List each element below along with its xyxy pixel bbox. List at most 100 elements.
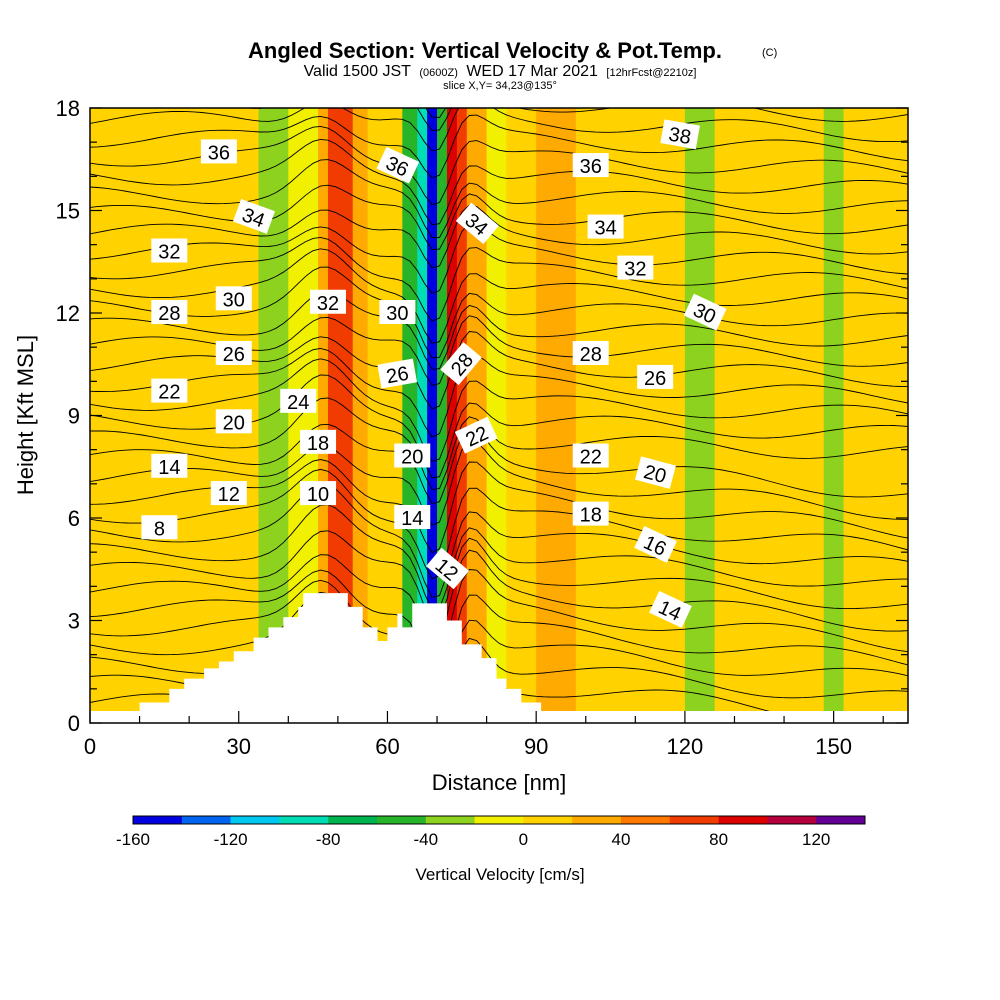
theta-label-text: 20	[401, 447, 423, 469]
theta-label: 28	[572, 341, 609, 366]
theta-label-background	[660, 119, 700, 150]
colorbar-swatch	[669, 816, 719, 824]
theta-label: 14	[394, 505, 431, 530]
chart-title: Angled Section: Vertical Velocity & Pot.…	[248, 38, 722, 63]
theta-contour-line	[90, 423, 908, 505]
colorbar-tick-label: 80	[709, 830, 728, 849]
theta-label-background	[394, 443, 431, 468]
theta-label: 28	[151, 300, 188, 325]
theta-contour-labels: 36 34 32 30 28 26 22 24 20 18 14 12 10 8 32 36 30 26 20 14 1…	[141, 119, 727, 628]
velocity-band	[456, 108, 468, 723]
terrain-mask	[90, 593, 908, 723]
colorbar-swatch	[474, 816, 524, 824]
velocity-band	[605, 108, 646, 723]
theta-label-text: 18	[580, 505, 602, 527]
y-tick-label: 12	[56, 301, 80, 326]
colorbar-tick-label: 40	[612, 830, 631, 849]
velocity-band	[506, 108, 537, 723]
velocity-band	[486, 108, 507, 723]
velocity-band	[129, 108, 160, 723]
theta-label: 32	[151, 238, 188, 264]
theta-contour-line	[90, 184, 908, 251]
velocity-band	[318, 108, 329, 723]
theta-contour-line	[90, 591, 908, 717]
theta-label-background	[151, 300, 188, 324]
y-tick-label: 9	[68, 404, 80, 429]
theta-label: 24	[280, 388, 317, 414]
velocity-band	[352, 108, 369, 723]
theta-contour-line	[90, 348, 908, 438]
velocity-band	[784, 108, 825, 723]
velocity-band	[843, 108, 884, 723]
theta-label-background	[376, 146, 420, 184]
colorbar-frame	[132, 815, 866, 825]
theta-label-text: 26	[385, 363, 411, 389]
colorbar-swatch	[718, 816, 768, 824]
theta-label-background	[309, 289, 346, 314]
chart-title-suffix: (C)	[762, 47, 777, 59]
theta-label: 26	[215, 341, 252, 366]
velocity-band	[159, 108, 200, 723]
theta-contour-line	[90, 159, 908, 238]
theta-label-background	[215, 341, 252, 365]
x-tick-label: 60	[375, 734, 399, 759]
theta-label-background	[454, 416, 498, 454]
theta-contour-line	[90, 530, 908, 623]
theta-contour-line	[90, 114, 908, 179]
x-tick-label: 0	[84, 734, 96, 759]
colorbar-tick-label: -80	[316, 830, 341, 849]
theta-label-background	[634, 525, 677, 563]
theta-contour-line	[90, 569, 908, 669]
x-axis: 0 30 60 90 120 150	[84, 711, 884, 759]
theta-label: 18	[572, 501, 609, 527]
theta-contour-line	[90, 266, 908, 359]
colorbar-swatch	[133, 816, 183, 824]
theta-label-background	[617, 255, 654, 280]
theta-label-background	[683, 293, 727, 331]
theta-contour-line	[242, 108, 908, 131]
colorbar-swatch	[425, 816, 475, 824]
theta-label-text: 28	[158, 303, 180, 325]
theta-label-text: 14	[158, 457, 180, 479]
y-tick-label: 3	[68, 609, 80, 634]
theta-label-background	[572, 153, 609, 178]
y-tick-label: 18	[56, 96, 80, 121]
subtitle-forecast: [12hrFcst@2210z]	[606, 67, 696, 79]
theta-label-text: 30	[223, 289, 245, 311]
colorbar-swatch	[279, 816, 329, 824]
velocity-band	[823, 108, 845, 723]
theta-contour-line	[90, 579, 908, 697]
theta-label: 14	[151, 453, 188, 479]
velocity-band	[367, 108, 388, 723]
theta-label: 22	[572, 443, 609, 469]
subtitle-date: WED 17 Mar 2021	[466, 63, 598, 80]
velocity-band	[575, 108, 607, 723]
colorbar-swatch	[767, 816, 817, 824]
velocity-band	[446, 108, 458, 723]
theta-label-text: 26	[223, 344, 245, 366]
chart-subtitle: Valid 1500 JST (0600Z) WED 17 Mar 2021 […	[304, 63, 697, 80]
theta-label-background	[210, 481, 247, 506]
theta-label: 20	[634, 456, 676, 489]
colorbar-swatch	[181, 816, 231, 824]
x-axis-label: Distance [nm]	[432, 770, 567, 795]
theta-label-text: 10	[307, 484, 329, 506]
x-tick-label: 30	[226, 734, 250, 759]
velocity-field	[90, 108, 908, 723]
theta-contour-line	[90, 358, 908, 462]
theta-label-background	[426, 547, 470, 590]
theta-label-background	[379, 300, 416, 324]
theta-label: 22	[151, 378, 188, 404]
theta-label: 38	[660, 119, 700, 150]
theta-contour-line	[90, 440, 908, 526]
theta-label-text: 8	[154, 518, 165, 540]
theta-label-text: 24	[287, 392, 309, 414]
theta-label-text: 32	[158, 242, 180, 264]
theta-label: 8	[141, 515, 178, 540]
velocity-band	[437, 108, 448, 723]
theta-label-background	[300, 429, 337, 454]
velocity-band	[417, 108, 428, 723]
theta-label: 36	[572, 153, 609, 178]
